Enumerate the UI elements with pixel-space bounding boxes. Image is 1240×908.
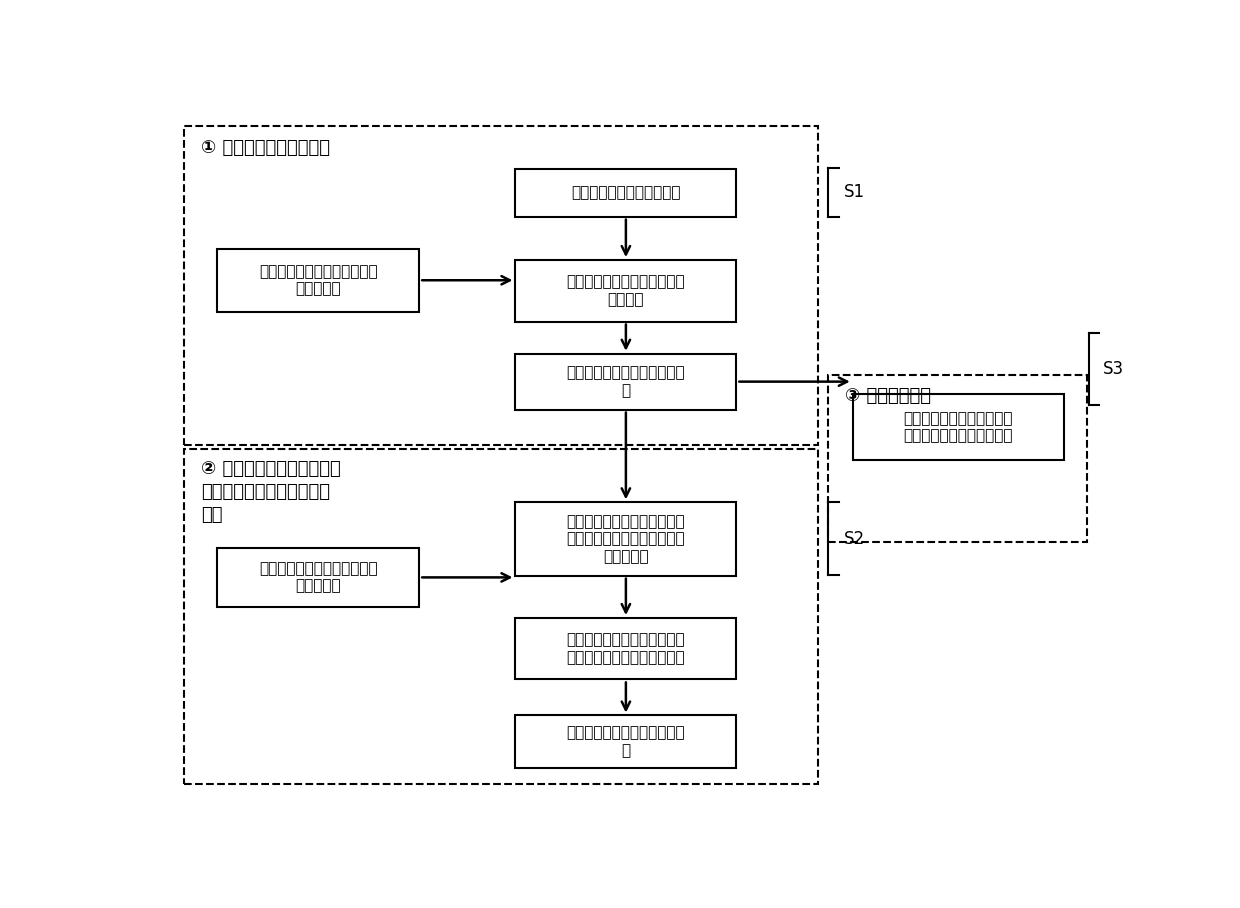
Bar bbox=[184, 126, 818, 445]
Text: 锂离子电池电化学基础模型: 锂离子电池电化学基础模型 bbox=[572, 185, 681, 201]
Bar bbox=[516, 618, 737, 679]
Text: S1: S1 bbox=[844, 183, 866, 202]
Bar bbox=[516, 169, 737, 217]
Bar bbox=[853, 394, 1064, 460]
Text: 锂离子电池衰减试验，提取模
型衰减参数: 锂离子电池衰减试验，提取模 型衰减参数 bbox=[259, 561, 378, 594]
Text: S3: S3 bbox=[1102, 360, 1123, 378]
Bar bbox=[828, 375, 1087, 542]
Text: ② 建立基于不同衰减机理的
衰减模型，分别预测其衰减
趋势: ② 建立基于不同衰减机理的 衰减模型，分别预测其衰减 趋势 bbox=[201, 460, 341, 524]
Text: 采集待测锂离子电池的正负极
的平衡电位: 采集待测锂离子电池的正负极 的平衡电位 bbox=[259, 264, 378, 296]
Text: ① 建立电池平衡电位方程: ① 建立电池平衡电位方程 bbox=[201, 139, 330, 157]
Bar bbox=[217, 548, 419, 607]
Bar bbox=[516, 502, 737, 576]
Bar bbox=[184, 449, 818, 784]
Bar bbox=[516, 260, 737, 321]
Text: ③ 剩余容量预测: ③ 剩余容量预测 bbox=[844, 387, 931, 405]
Text: 确定待测锂离子电池基于不同
衰减机理的容量衰减模型参数: 确定待测锂离子电池基于不同 衰减机理的容量衰减模型参数 bbox=[567, 633, 686, 665]
Text: 预测不同衰减模式下的衰减趋
势: 预测不同衰减模式下的衰减趋 势 bbox=[567, 725, 686, 758]
Text: 待测锂离子全电池平衡电位方
程: 待测锂离子全电池平衡电位方 程 bbox=[567, 365, 686, 398]
Bar bbox=[217, 249, 419, 311]
Bar bbox=[516, 353, 737, 410]
Text: 待测锂离子电池正负极的平衡
电位方程: 待测锂离子电池正负极的平衡 电位方程 bbox=[567, 274, 686, 307]
Text: 根据不同衰减模式的衰减趋
势，求解电池的剩余容量值: 根据不同衰减模式的衰减趋 势，求解电池的剩余容量值 bbox=[904, 411, 1013, 443]
Text: 根据锂离子电池衰减机理，建
立基于不同衰减机理的容量衰
减原理模型: 根据锂离子电池衰减机理，建 立基于不同衰减机理的容量衰 减原理模型 bbox=[567, 514, 686, 564]
Text: S2: S2 bbox=[844, 529, 866, 548]
Bar bbox=[516, 716, 737, 768]
